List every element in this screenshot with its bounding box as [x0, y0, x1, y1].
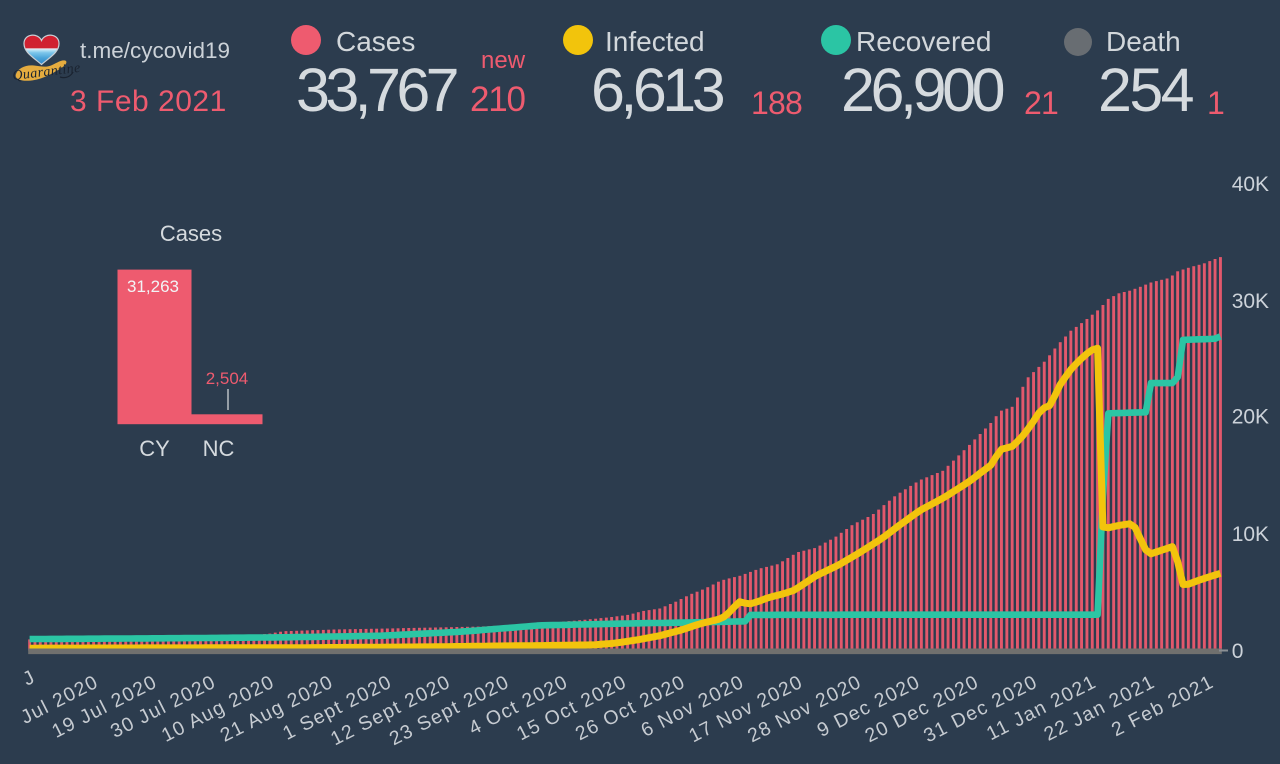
svg-text:J: J: [19, 666, 39, 691]
svg-text:Cases: Cases: [160, 221, 222, 246]
svg-text:10K: 10K: [1232, 523, 1269, 546]
svg-text:0: 0: [1232, 640, 1244, 663]
svg-text:NC: NC: [203, 436, 235, 461]
svg-text:40K: 40K: [1232, 173, 1269, 196]
svg-text:20K: 20K: [1232, 406, 1269, 429]
svg-text:31,263: 31,263: [127, 277, 179, 296]
svg-text:Quarantine: Quarantine: [12, 61, 82, 84]
svg-text:CY: CY: [139, 436, 170, 461]
svg-text:2,504: 2,504: [206, 369, 249, 388]
svg-text:30K: 30K: [1232, 290, 1269, 313]
